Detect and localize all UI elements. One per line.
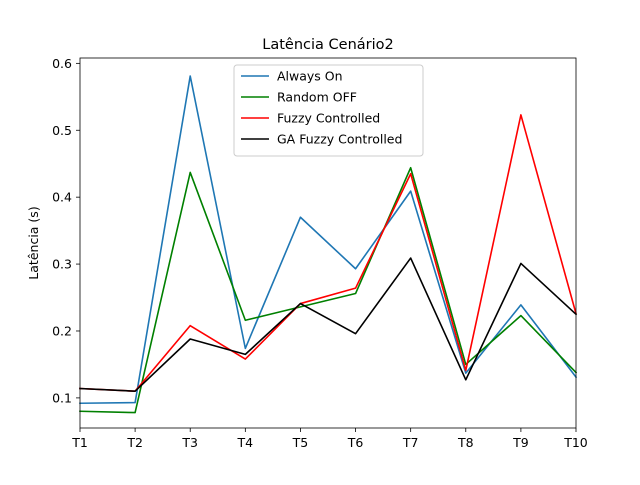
series-line-1 <box>79 166 578 414</box>
legend-label: Random OFF <box>277 90 357 105</box>
x-tick-label: T10 <box>563 435 588 450</box>
chart-title: Latência Cenário2 <box>262 37 393 53</box>
x-tick-label: T5 <box>292 435 309 450</box>
x-tick-label: T7 <box>402 435 419 450</box>
series-layer <box>79 75 578 414</box>
x-axis: T1 T2 T3 T4 T5 T6 T7 T8 T9 T10 <box>71 428 588 450</box>
legend-box <box>233 64 424 157</box>
x-tick-label: T1 <box>71 435 88 450</box>
y-axis: 0.1 0.2 0.3 0.4 0.5 0.6 <box>52 56 80 405</box>
y-tick-label: 0.6 <box>52 56 72 71</box>
x-tick-label: T2 <box>126 435 143 450</box>
x-tick-label: T9 <box>512 435 529 450</box>
x-tick-label: T6 <box>347 435 364 450</box>
plot-frame <box>79 57 577 429</box>
series-line-2 <box>79 114 577 393</box>
x-tick-label: T4 <box>237 435 254 450</box>
y-tick-label: 0.5 <box>52 123 72 138</box>
legend: Always On Random OFF Fuzzy Controlled GA Fu… <box>233 64 424 157</box>
x-tick-label: T3 <box>181 435 198 450</box>
y-tick-label: 0.1 <box>52 390 72 405</box>
y-axis-title: Latência (s) <box>26 206 41 279</box>
legend-label: GA Fuzzy Controlled <box>277 132 402 147</box>
x-tick-label: T8 <box>457 435 474 450</box>
series-line-3 <box>79 257 578 393</box>
y-tick-label: 0.2 <box>52 323 72 338</box>
legend-label: Fuzzy Controlled <box>277 111 380 126</box>
legend-label: Always On <box>277 69 343 84</box>
y-tick-label: 0.3 <box>52 257 72 272</box>
y-tick-label: 0.4 <box>52 190 72 205</box>
